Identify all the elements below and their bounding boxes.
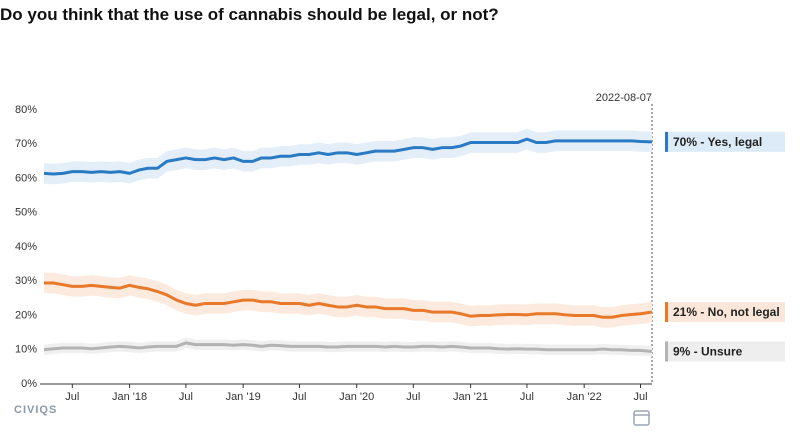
legend-swatch — [665, 131, 668, 152]
calendar-icon — [633, 410, 650, 426]
y-tick-label: 70% — [15, 138, 37, 150]
x-tick-label: Jul — [292, 391, 306, 403]
x-tick-label: Jan '18 — [112, 391, 147, 403]
x-tick-label: Jul — [179, 391, 193, 403]
y-tick-label: 80% — [15, 104, 37, 116]
x-tick-label: Jul — [633, 391, 647, 403]
date-label: 2022-08-07 — [596, 92, 652, 104]
x-tick-label: Jul — [406, 391, 420, 403]
x-tick-label: Jan '21 — [453, 391, 488, 403]
y-tick-label: 10% — [15, 344, 37, 356]
line — [44, 281, 653, 319]
legend-label: 21% - No, not legal — [673, 305, 780, 319]
chart-title: Do you think that the use of cannabis sh… — [0, 5, 499, 24]
confidence-band — [44, 128, 652, 185]
line — [43, 341, 653, 353]
line — [43, 137, 653, 176]
legend-label: 70% - Yes, legal — [673, 135, 762, 149]
x-tick-label: Jan '22 — [567, 391, 602, 403]
y-tick-label: 60% — [15, 172, 37, 184]
legend-swatch — [665, 302, 668, 323]
y-tick-label: 0% — [21, 378, 37, 390]
y-tick-label: 50% — [15, 207, 37, 219]
legend-box — [665, 131, 785, 152]
y-tick-label: 40% — [15, 241, 37, 253]
legend-swatch — [665, 341, 668, 362]
y-tick-label: 20% — [15, 309, 37, 321]
x-tick-label: Jul — [65, 391, 79, 403]
legend-label: 9% - Unsure — [673, 345, 743, 359]
y-tick-label: 30% — [15, 275, 37, 287]
x-tick-label: Jan '20 — [339, 391, 374, 403]
legend-box — [665, 302, 785, 323]
x-tick-label: Jul — [520, 391, 534, 403]
x-tick-label: Jan '19 — [226, 391, 261, 403]
legend-box — [665, 341, 785, 362]
brand: CIVIQS — [14, 404, 57, 416]
confidence-band — [44, 272, 652, 328]
